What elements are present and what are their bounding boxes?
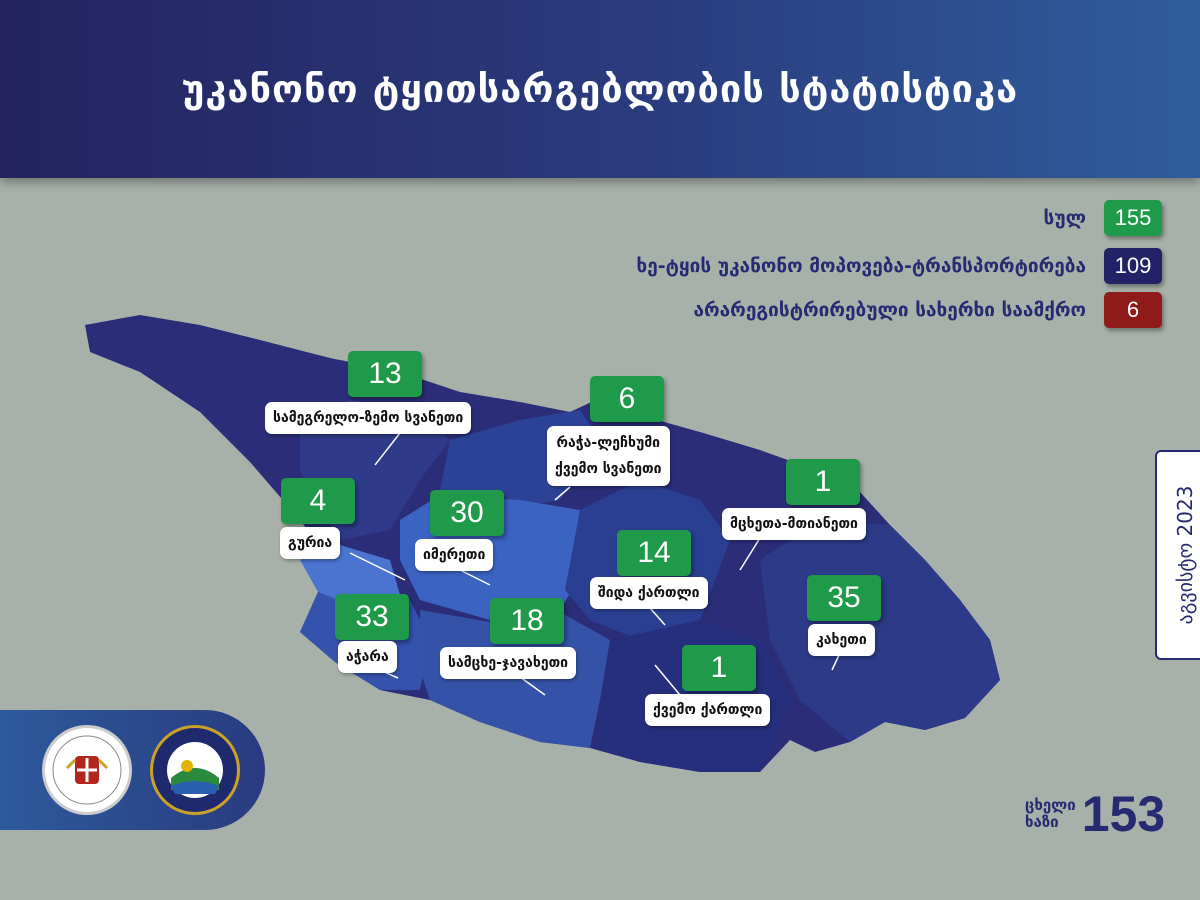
value-kvemo-kartli: 1 <box>682 645 756 691</box>
label-guria: გურია <box>280 527 341 559</box>
legend-label: სულ <box>1043 207 1086 229</box>
legend-label: არარეგისტრირებული სახერხი საამქრო <box>693 299 1087 321</box>
value-imereti: 30 <box>430 490 504 536</box>
label-samtskhe: სამცხე-ჯავახეთი <box>440 647 577 679</box>
leader-lines <box>349 432 841 696</box>
page-title: უკანონო ტყითსარგებლობის სტატისტიკა <box>181 67 1019 111</box>
value-shida-kartli: 14 <box>617 530 691 576</box>
hotline-label: ცხელი ხაზი <box>1025 797 1076 831</box>
label-racha: რაჭა-ლეჩხუმი ქვემო სვანეთი <box>547 426 670 486</box>
label-mtskheta: მცხეთა-მთიანეთი <box>722 508 866 540</box>
label-line: ქვემო სვანეთი <box>555 461 662 477</box>
value-racha: 6 <box>590 376 664 422</box>
legend-value: 109 <box>1104 248 1162 284</box>
hotline-line2: ხაზი <box>1025 813 1059 831</box>
period-box: აგვისტო 2023 <box>1155 450 1200 660</box>
ministry-logo <box>42 725 132 815</box>
forest-agency-logo <box>150 725 240 815</box>
hotline-number: 153 <box>1081 786 1166 842</box>
label-kvemo-kartli: ქვემო ქართლი <box>645 694 771 726</box>
value-samegrelo: 13 <box>348 351 422 397</box>
value-mtskheta: 1 <box>786 459 860 505</box>
value-guria: 4 <box>281 478 355 524</box>
legend-illegal-logging: ხე-ტყის უკანონო მოპოვება-ტრანსპორტირება … <box>636 248 1162 284</box>
label-kakheti: კახეთი <box>808 624 875 656</box>
legend-value: 155 <box>1104 200 1162 236</box>
hotline: ცხელი ხაზი 153 <box>1025 785 1165 843</box>
logos-panel <box>0 710 265 830</box>
label-line: რაჭა-ლეჩხუმი <box>556 435 661 451</box>
value-kakheti: 35 <box>807 575 881 621</box>
label-shida-kartli: შიდა ქართლი <box>590 577 708 609</box>
legend-label: ხე-ტყის უკანონო მოპოვება-ტრანსპორტირება <box>636 255 1086 277</box>
period-text: აგვისტო 2023 <box>1173 485 1197 625</box>
legend-value: 6 <box>1104 292 1162 328</box>
legend-total: სულ 155 <box>1044 200 1162 236</box>
label-samegrelo: სამეგრელო-ზემო სვანეთი <box>265 402 472 434</box>
header-banner: უკანონო ტყითსარგებლობის სტატისტიკა <box>0 0 1200 178</box>
legend-sawmill: არარეგისტრირებული სახერხი საამქრო 6 <box>693 292 1162 328</box>
value-adjara: 33 <box>335 594 409 640</box>
region-samtskhe <box>420 610 610 748</box>
label-imereti: იმერეთი <box>415 539 494 571</box>
region-guria <box>300 545 400 605</box>
hotline-line1: ცხელი <box>1025 796 1076 814</box>
value-samtskhe: 18 <box>490 598 564 644</box>
label-adjara: აჭარა <box>338 641 397 673</box>
